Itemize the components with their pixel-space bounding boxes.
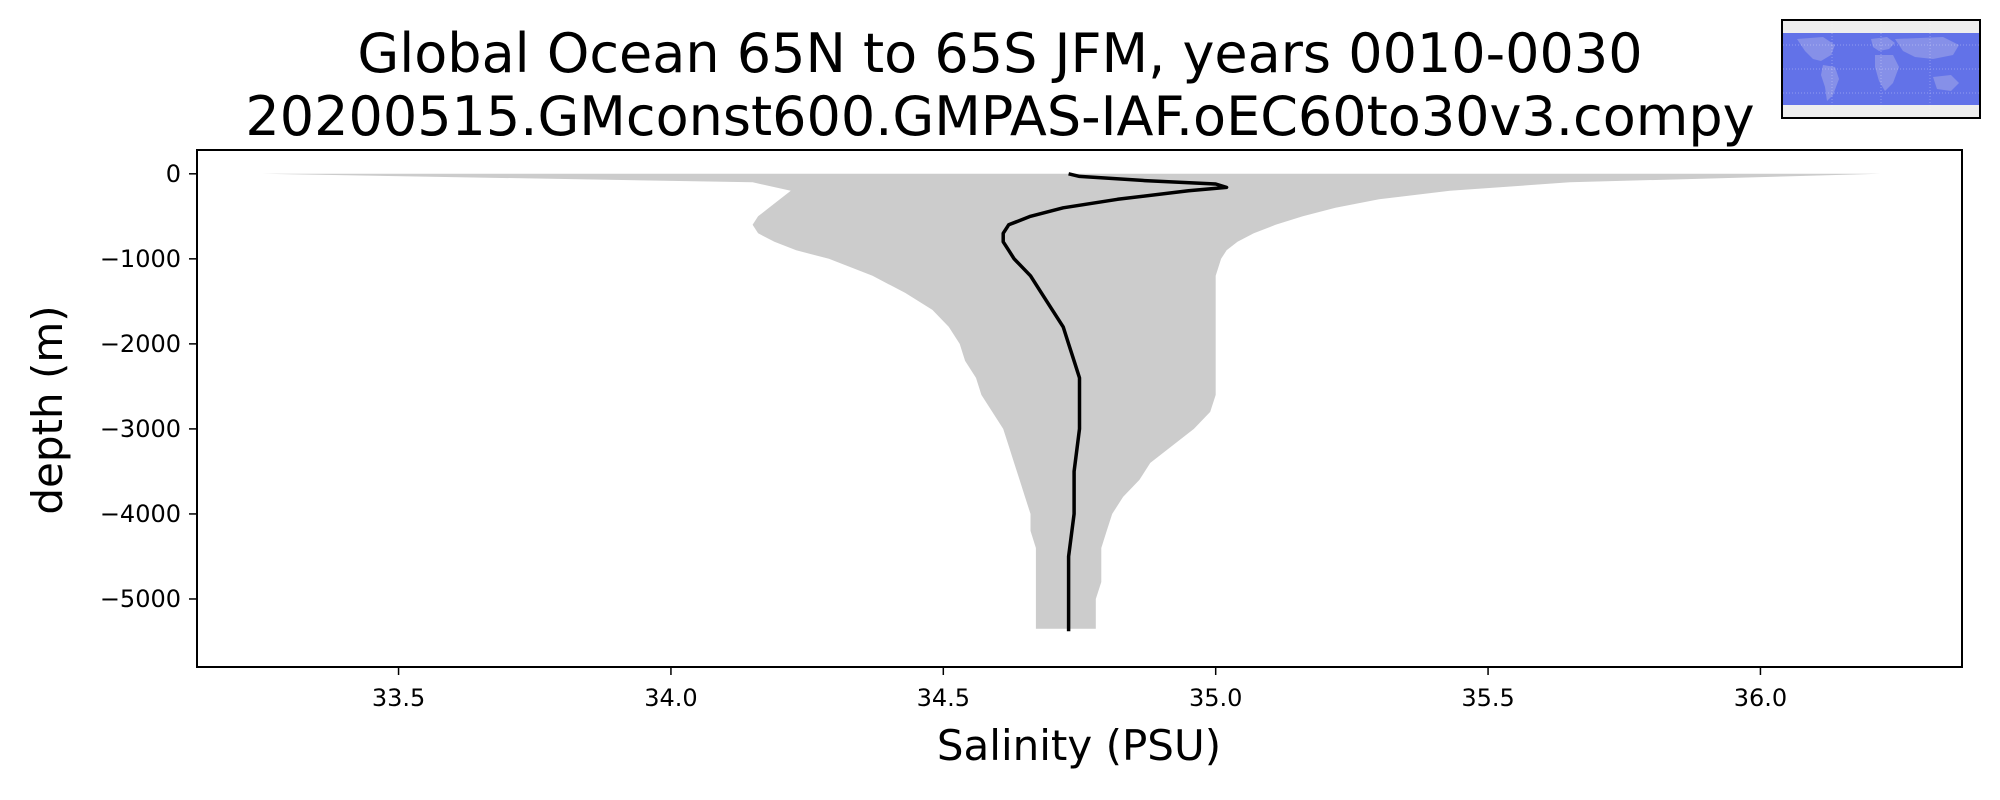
x-tick-label: 33.5: [372, 684, 425, 712]
x-tick-label: 34.0: [644, 684, 697, 712]
x-axis: 33.5 34.0 34.5 35.0 35.5 36.0: [372, 667, 1787, 712]
plot-frame: [196, 149, 1963, 668]
x-axis-label: Salinity (PSU): [937, 721, 1221, 770]
plot-area: [262, 172, 1881, 632]
x-tick-label: 36.0: [1734, 684, 1787, 712]
y-axis: 0 −1000 −2000 −3000 −4000 −5000: [100, 160, 197, 613]
y-tick-label: −1000: [100, 245, 181, 273]
x-tick-label: 35.5: [1461, 684, 1514, 712]
region-map-inset: [1781, 19, 1981, 119]
x-tick-label: 35.0: [1189, 684, 1242, 712]
y-tick-label: 0: [166, 160, 181, 188]
x-tick-label: 34.5: [917, 684, 970, 712]
y-tick-label: −4000: [100, 500, 181, 528]
y-tick-label: −2000: [100, 330, 181, 358]
chart-title-line2: 20200515.GMconst600.GMPAS-IAF.oEC60to30v…: [245, 85, 1754, 148]
salinity-range-envelope: [262, 173, 1881, 629]
mean-salinity-line: [1001, 172, 1229, 632]
y-tick-label: −5000: [100, 585, 181, 613]
chart-title-line1: Global Ocean 65N to 65S JFM, years 0010-…: [357, 22, 1642, 85]
y-tick-label: −3000: [100, 415, 181, 443]
world-map-icon: [1783, 21, 1979, 117]
y-axis-label: depth (m): [23, 305, 72, 514]
